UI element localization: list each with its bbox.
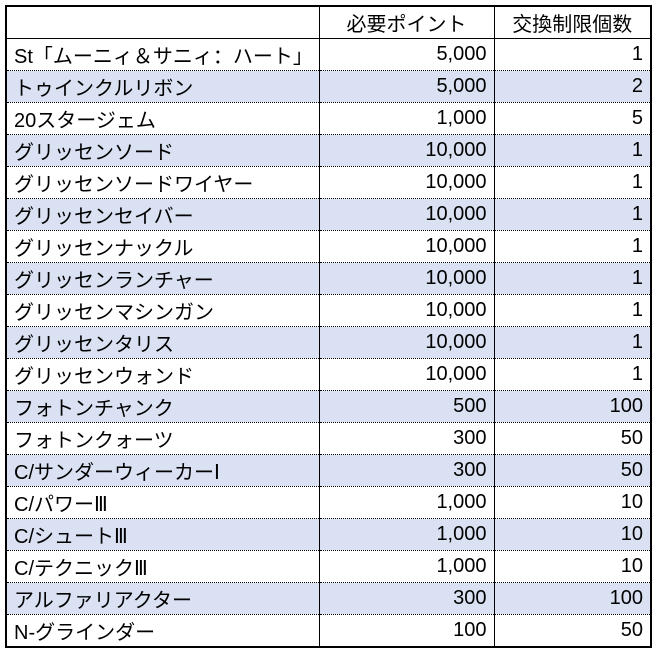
points-cell[interactable]: 100 [318, 614, 494, 647]
limit-cell[interactable]: 100 [493, 582, 651, 615]
item-name-cell[interactable]: C/パワーⅢ [6, 486, 319, 519]
points-cell[interactable]: 1,000 [318, 102, 494, 135]
points-cell[interactable]: 300 [318, 582, 494, 615]
table-row: アルファリアクター 300 100 [6, 582, 651, 615]
table-row: C/パワーⅢ 1,000 10 [6, 486, 651, 519]
table-row: グリッセンソード 10,000 1 [6, 134, 651, 167]
points-cell[interactable]: 10,000 [318, 358, 494, 391]
table-row: 20スタージェム 1,000 5 [6, 102, 651, 135]
item-name-cell[interactable]: グリッセンソード [6, 134, 319, 167]
limit-cell[interactable]: 1 [493, 294, 651, 327]
table-row: C/シュートⅢ 1,000 10 [6, 518, 651, 551]
points-cell[interactable]: 300 [318, 454, 494, 487]
limit-cell[interactable]: 1 [493, 198, 651, 231]
table-row: グリッセンタリス 10,000 1 [6, 326, 651, 359]
table-row: グリッセンランチャー 10,000 1 [6, 262, 651, 295]
table-row: フォトンクォーツ 300 50 [6, 422, 651, 455]
points-cell[interactable]: 500 [318, 390, 494, 423]
table-row: C/テクニックⅢ 1,000 10 [6, 550, 651, 583]
header-row: 必要ポイント 交換制限個数 [6, 6, 651, 39]
points-cell[interactable]: 5,000 [318, 38, 494, 71]
points-cell[interactable]: 1,000 [318, 550, 494, 583]
item-name-cell[interactable]: グリッセンランチャー [6, 262, 319, 295]
points-cell[interactable]: 10,000 [318, 230, 494, 263]
limit-cell[interactable]: 1 [493, 134, 651, 167]
item-name-cell[interactable]: St「ムーニィ＆サニィ：ハート」 [6, 38, 319, 71]
item-name-cell[interactable]: グリッセンタリス [6, 326, 319, 359]
limit-cell[interactable]: 1 [493, 230, 651, 263]
table-row: グリッセンマシンガン 10,000 1 [6, 294, 651, 327]
item-name-cell[interactable]: フォトンチャンク [6, 390, 319, 423]
points-cell[interactable]: 10,000 [318, 326, 494, 359]
item-name-cell[interactable]: トゥインクルリボン [6, 70, 319, 103]
points-cell[interactable]: 5,000 [318, 70, 494, 103]
table-row: グリッセンナックル 10,000 1 [6, 230, 651, 263]
item-name-cell[interactable]: グリッセンウォンド [6, 358, 319, 391]
limit-cell[interactable]: 10 [493, 486, 651, 519]
table-row: グリッセンソードワイヤー 10,000 1 [6, 166, 651, 199]
table-row: グリッセンウォンド 10,000 1 [6, 358, 651, 391]
limit-cell[interactable]: 50 [493, 454, 651, 487]
item-name-cell[interactable]: グリッセンセイバー [6, 198, 319, 231]
table-body: St「ムーニィ＆サニィ：ハート」 5,000 1 トゥインクルリボン 5,000 2 20ス… [6, 38, 651, 647]
table-header: 必要ポイント 交換制限個数 [6, 6, 651, 39]
points-cell[interactable]: 10,000 [318, 262, 494, 295]
points-cell[interactable]: 300 [318, 422, 494, 455]
table-row: グリッセンセイバー 10,000 1 [6, 198, 651, 231]
limit-cell[interactable]: 50 [493, 422, 651, 455]
limit-cell[interactable]: 50 [493, 614, 651, 647]
points-cell[interactable]: 1,000 [318, 486, 494, 519]
limit-cell[interactable]: 2 [493, 70, 651, 103]
item-name-cell[interactable]: アルファリアクター [6, 582, 319, 615]
item-name-cell[interactable]: C/シュートⅢ [6, 518, 319, 551]
limit-cell[interactable]: 1 [493, 326, 651, 359]
limit-cell[interactable]: 100 [493, 390, 651, 423]
item-name-cell[interactable]: グリッセンナックル [6, 230, 319, 263]
limit-cell[interactable]: 10 [493, 518, 651, 551]
limit-cell[interactable]: 1 [493, 38, 651, 71]
table-row: フォトンチャンク 500 100 [6, 390, 651, 423]
item-name-cell[interactable]: C/テクニックⅢ [6, 550, 319, 583]
limit-cell[interactable]: 10 [493, 550, 651, 583]
item-name-cell[interactable]: 20スタージェム [6, 102, 319, 135]
points-cell[interactable]: 10,000 [318, 166, 494, 199]
limit-cell[interactable]: 1 [493, 166, 651, 199]
points-cell[interactable]: 10,000 [318, 198, 494, 231]
limit-cell[interactable]: 1 [493, 262, 651, 295]
points-cell[interactable]: 10,000 [318, 294, 494, 327]
limit-cell[interactable]: 1 [493, 358, 651, 391]
item-name-cell[interactable]: グリッセンマシンガン [6, 294, 319, 327]
item-name-cell[interactable]: C/サンダーウィーカーⅠ [6, 454, 319, 487]
header-cell-points[interactable]: 必要ポイント [318, 6, 494, 39]
table-row: トゥインクルリボン 5,000 2 [6, 70, 651, 103]
exchange-points-table: 必要ポイント 交換制限個数 St「ムーニィ＆サニィ：ハート」 5,000 1 トゥイン… [5, 5, 652, 648]
item-name-cell[interactable]: N-グラインダー [6, 614, 319, 647]
table-row: C/サンダーウィーカーⅠ 300 50 [6, 454, 651, 487]
item-name-cell[interactable]: フォトンクォーツ [6, 422, 319, 455]
table-row: N-グラインダー 100 50 [6, 614, 651, 647]
points-cell[interactable]: 10,000 [318, 134, 494, 167]
table-row: St「ムーニィ＆サニィ：ハート」 5,000 1 [6, 38, 651, 71]
item-name-cell[interactable]: グリッセンソードワイヤー [6, 166, 319, 199]
header-cell-item[interactable] [6, 6, 319, 39]
limit-cell[interactable]: 5 [493, 102, 651, 135]
points-cell[interactable]: 1,000 [318, 518, 494, 551]
header-cell-limit[interactable]: 交換制限個数 [493, 6, 651, 39]
